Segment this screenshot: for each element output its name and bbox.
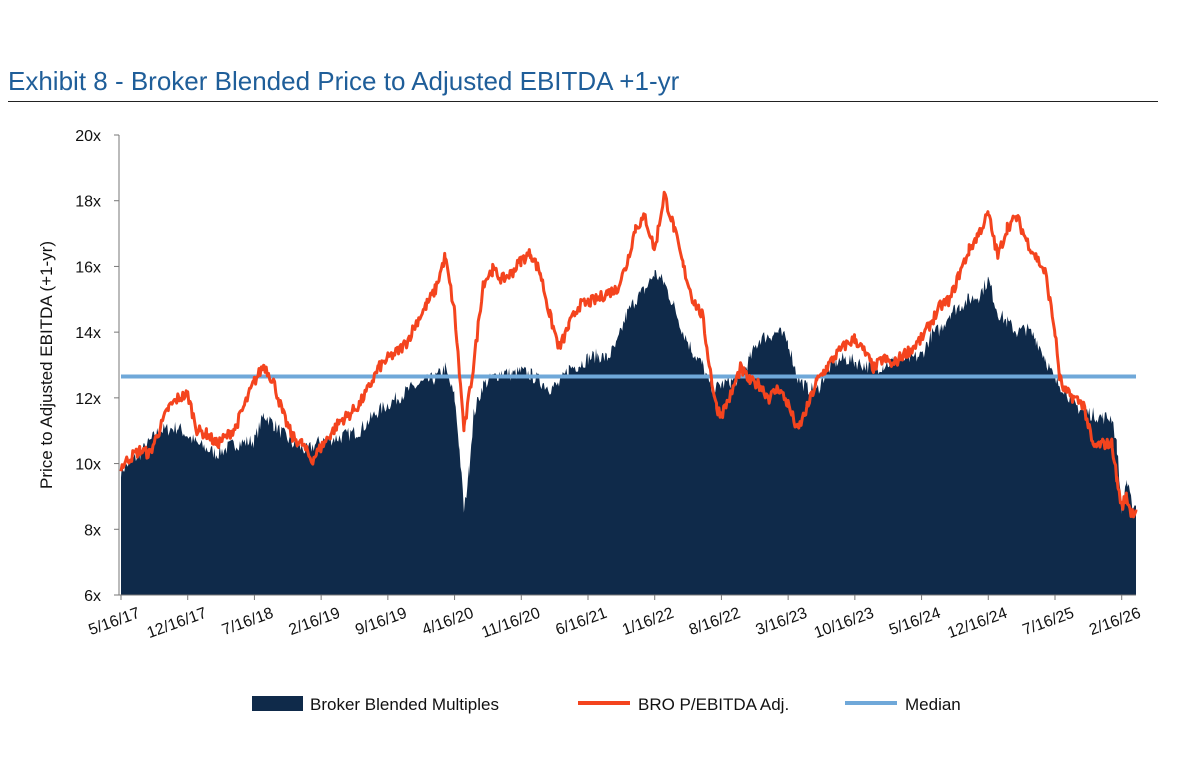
legend-label-median: Median (905, 695, 961, 714)
x-tick-label: 4/16/20 (420, 605, 476, 639)
legend-swatch-broker (252, 696, 303, 711)
x-tick-label: 5/16/17 (86, 605, 142, 639)
legend-label-bro: BRO P/EBITDA Adj. (638, 695, 789, 714)
area-layer (121, 270, 1136, 595)
title-rule (8, 101, 1158, 102)
x-tick-label: 6/16/21 (553, 605, 609, 639)
y-tick-label: 16x (75, 259, 101, 276)
line-layer (119, 190, 1138, 519)
legend-label-broker: Broker Blended Multiples (310, 695, 499, 714)
chart-title: Exhibit 8 - Broker Blended Price to Adju… (8, 66, 680, 96)
x-tick-label: 2/16/26 (1087, 605, 1143, 639)
x-tick-label: 3/16/23 (754, 605, 810, 639)
y-axis-label: Price to Adjusted EBITDA (+1-yr) (37, 241, 56, 489)
x-tick-label: 12/16/24 (945, 605, 1009, 642)
legend: Broker Blended Multiples BRO P/EBITDA Ad… (252, 695, 961, 714)
y-tick-label: 18x (75, 194, 101, 211)
y-tick-label: 8x (84, 522, 101, 539)
x-tick-label: 10/16/23 (812, 605, 876, 642)
x-tick-label: 7/16/25 (1020, 605, 1076, 639)
x-tick-label: 2/16/19 (287, 605, 343, 639)
x-tick-label: 11/16/20 (479, 605, 542, 642)
series-line-bro (119, 190, 1138, 519)
series-area-broker-blended (121, 270, 1136, 595)
y-tick-label: 20x (75, 128, 101, 145)
x-ticks: 5/16/17 12/16/17 7/16/18 2/16/19 9/16/19 4/16… (86, 595, 1143, 642)
x-tick-label: 9/16/19 (353, 605, 409, 639)
y-ticks: 6x 8x 10x 12x 14x 16x 18x 20x (75, 128, 119, 605)
x-tick-label: 7/16/18 (220, 605, 276, 639)
y-tick-label: 14x (75, 325, 101, 342)
y-tick-label: 6x (84, 588, 101, 605)
x-tick-label: 8/16/22 (687, 605, 743, 639)
x-tick-label: 1/16/22 (620, 605, 676, 639)
y-tick-label: 12x (75, 391, 101, 408)
x-tick-label: 12/16/17 (145, 605, 209, 642)
x-tick-label: 5/16/24 (887, 605, 943, 639)
y-tick-label: 10x (75, 457, 101, 474)
